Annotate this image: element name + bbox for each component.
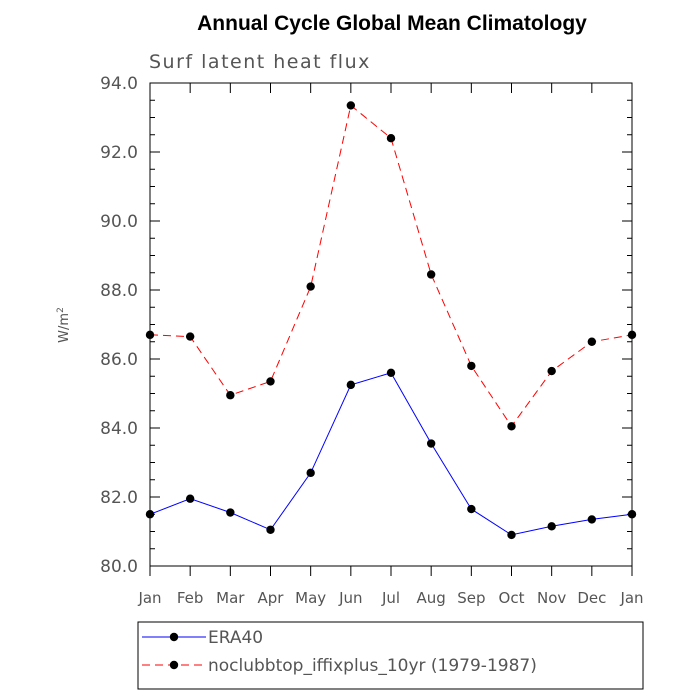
y-tick-label: 86.0: [100, 350, 138, 370]
data-point: [627, 510, 637, 519]
y-tick-label: 88.0: [100, 281, 138, 301]
data-point: [587, 337, 597, 346]
data-point: [547, 366, 556, 376]
x-tick-label: Nov: [537, 589, 566, 607]
y-tick-label: 82.0: [100, 488, 138, 508]
x-tick-label: Sep: [457, 589, 485, 607]
plot-frame: [149, 82, 633, 567]
series-line: [149, 372, 633, 536]
data-point: [266, 525, 275, 534]
x-tick-label: Jan: [619, 589, 643, 607]
x-tick-label: Jan: [137, 589, 161, 607]
x-tick-label: May: [295, 589, 326, 607]
data-point: [346, 101, 356, 110]
y-tick-label: 92.0: [100, 143, 138, 163]
data-point: [386, 134, 396, 143]
chart-subtitle: Surf latent heat flux: [149, 51, 371, 73]
legend: ERA40 noclubbtop_iffixplus_10yr (1979-198…: [142, 628, 537, 676]
series-1: [145, 368, 637, 540]
legend-label: noclubbtop_iffixplus_10yr (1979-1987): [208, 656, 537, 676]
x-tick-label: Dec: [577, 589, 606, 607]
legend-label: ERA40: [208, 628, 263, 648]
data-point: [145, 330, 155, 340]
series-line: [149, 104, 633, 428]
y-tick-label: 84.0: [100, 419, 138, 439]
data-point: [467, 504, 476, 514]
axis-ticks: [149, 82, 633, 576]
data-point: [426, 439, 436, 448]
y-tick-label: 80.0: [100, 557, 138, 577]
data-point: [507, 422, 516, 431]
data-point: [467, 361, 476, 371]
data-point: [386, 368, 396, 377]
x-tick-labels: Jan Feb Mar Apr May Jun Jul Aug Sep Oct Nov Dec Jan: [137, 589, 643, 607]
y-tick-labels: 80.0 82.0 84.0 86.0 88.0 90.0 92.0 94.0: [100, 74, 138, 577]
chart-title: Annual Cycle Global Mean Climatology: [197, 12, 587, 35]
data-point: [185, 494, 195, 503]
x-tick-label: Feb: [177, 589, 204, 607]
legend-marker: [169, 632, 179, 642]
legend-box: [137, 621, 644, 690]
y-axis-label: W/m2: [56, 307, 72, 343]
y-tick-label: 94.0: [100, 74, 138, 94]
y-tick-label: 90.0: [100, 212, 138, 232]
data-point: [306, 468, 315, 478]
data-point: [547, 522, 556, 531]
legend-marker: [169, 660, 179, 670]
data-point: [507, 530, 516, 540]
data-point: [266, 377, 275, 386]
series-2: [145, 101, 637, 431]
x-tick-label: Aug: [417, 589, 446, 607]
data-point: [226, 391, 235, 400]
x-tick-label: Jul: [381, 589, 400, 607]
series-layer: [145, 101, 637, 540]
data-point: [145, 510, 155, 519]
data-point: [627, 330, 637, 340]
x-tick-label: Jun: [338, 589, 362, 607]
x-tick-label: Apr: [258, 589, 285, 607]
data-point: [587, 515, 597, 524]
data-point: [185, 332, 195, 341]
x-tick-label: Mar: [216, 589, 245, 607]
data-point: [426, 270, 436, 279]
x-tick-label: Oct: [499, 589, 525, 607]
data-point: [306, 282, 315, 291]
data-point: [226, 508, 235, 517]
data-point: [346, 380, 356, 390]
